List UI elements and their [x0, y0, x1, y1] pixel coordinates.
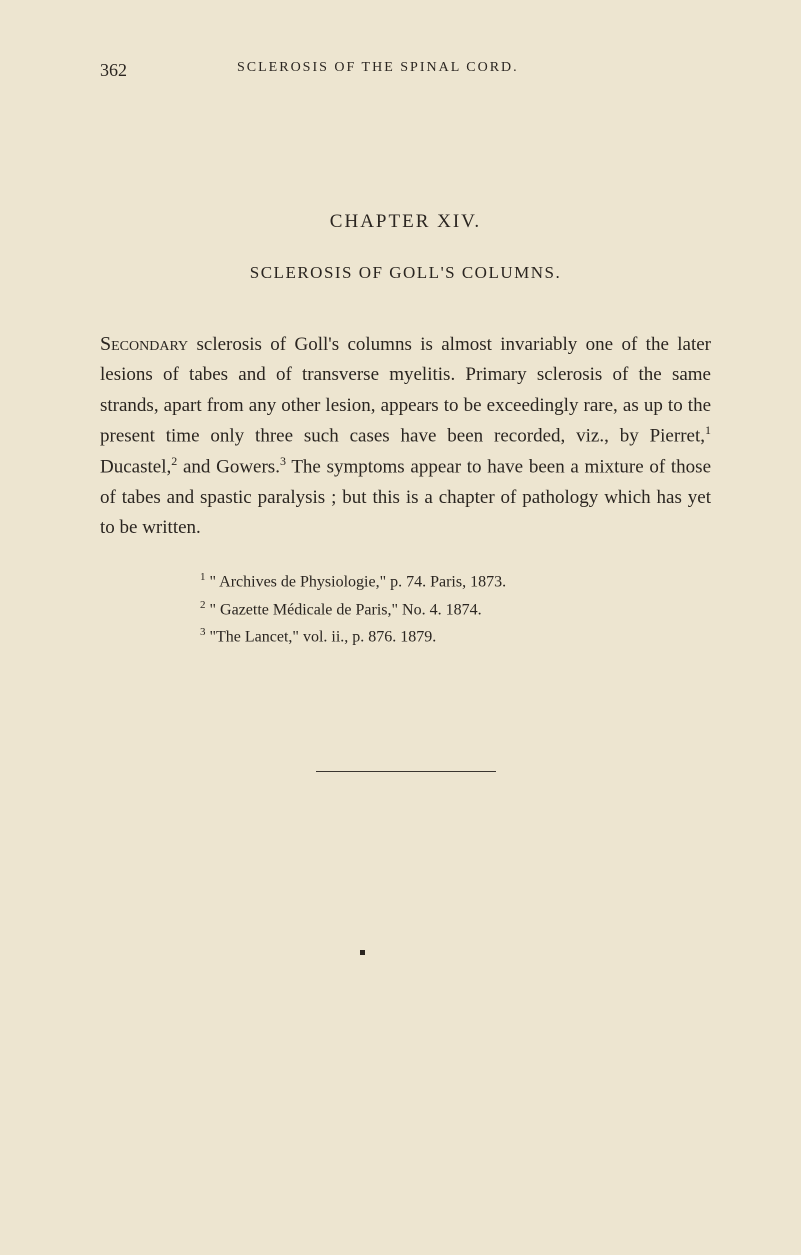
paragraph-text-1: sclerosis of Goll's columns is almost in… — [100, 334, 711, 447]
section-title: SCLEROSIS OF GOLL'S COLUMNS. — [100, 263, 711, 283]
page-header: 362 SCLEROSIS OF THE SPINAL CORD. — [100, 60, 711, 81]
decorative-dot — [360, 950, 365, 955]
footnotes-block: 1 " Archives de Physiologie," p. 74. Par… — [100, 568, 711, 651]
body-paragraph: Secondary sclerosis of Goll's columns is… — [100, 328, 711, 543]
section-divider — [316, 771, 496, 772]
footnote-ref-1: 1 — [705, 423, 711, 437]
footnote-text-2: " Gazette Médicale de Paris," No. 4. 187… — [206, 601, 482, 618]
chapter-heading: CHAPTER XIV. — [100, 211, 711, 233]
paragraph-text-2: Ducastel, — [100, 456, 171, 477]
paragraph-text-3: and Gowers. — [177, 456, 280, 477]
page-number: 362 — [100, 60, 127, 81]
running-title: SCLEROSIS OF THE SPINAL CORD. — [237, 60, 519, 81]
footnote-2: 2 " Gazette Médicale de Paris," No. 4. 1… — [200, 596, 711, 624]
paragraph-lead: Secondary — [100, 333, 188, 355]
footnote-3: 3 "The Lancet," vol. ii., p. 876. 1879. — [200, 623, 711, 651]
footnote-1: 1 " Archives de Physiologie," p. 74. Par… — [200, 568, 711, 596]
footnote-text-3: "The Lancet," vol. ii., p. 876. 1879. — [206, 629, 437, 646]
footnote-text-1: " Archives de Physiologie," p. 74. Paris… — [206, 574, 507, 591]
